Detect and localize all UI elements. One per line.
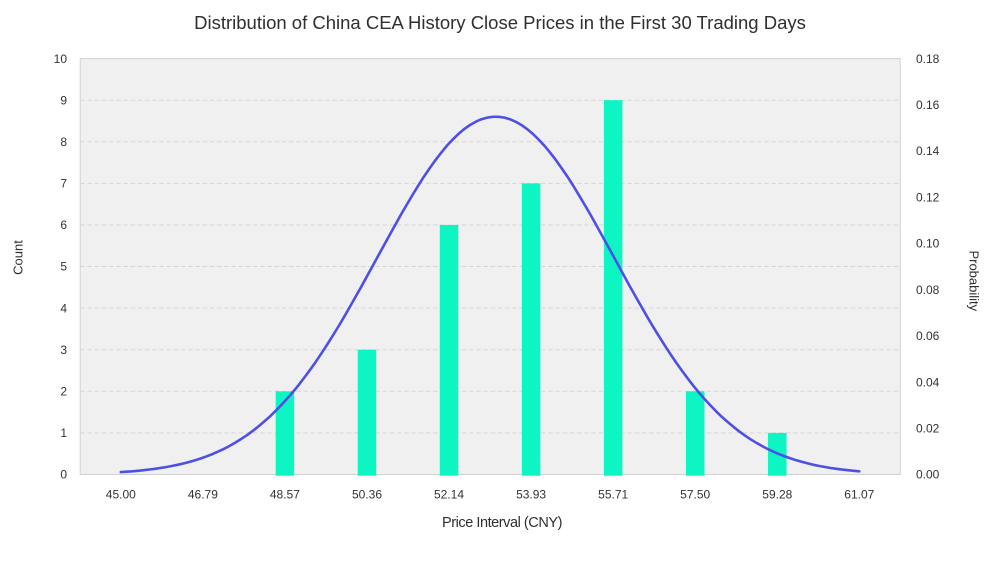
svg-text:8: 8 [60, 135, 67, 149]
svg-text:Distribution of China CEA Hist: Distribution of China CEA History Close … [194, 12, 806, 33]
svg-text:0.18: 0.18 [916, 52, 940, 66]
svg-text:59.28: 59.28 [762, 488, 792, 502]
svg-text:0.06: 0.06 [916, 329, 940, 343]
svg-text:0: 0 [60, 468, 67, 482]
svg-text:2: 2 [60, 385, 67, 399]
svg-text:7: 7 [60, 177, 67, 191]
svg-text:4: 4 [60, 301, 67, 315]
svg-text:52.14: 52.14 [434, 488, 464, 502]
svg-text:61.07: 61.07 [844, 488, 874, 502]
svg-text:45.00: 45.00 [106, 488, 136, 502]
svg-text:Probability: Probability [967, 250, 982, 311]
svg-text:0.00: 0.00 [916, 468, 940, 482]
svg-text:0.10: 0.10 [916, 237, 940, 251]
svg-text:50.36: 50.36 [352, 488, 382, 502]
svg-text:57.50: 57.50 [680, 488, 710, 502]
svg-text:46.79: 46.79 [188, 488, 218, 502]
svg-text:Count: Count [11, 240, 26, 275]
svg-text:0.02: 0.02 [916, 422, 940, 436]
svg-text:6: 6 [60, 218, 67, 232]
svg-text:Price Interval (CNY): Price Interval (CNY) [442, 515, 562, 531]
svg-text:55.71: 55.71 [598, 488, 628, 502]
svg-text:5: 5 [60, 260, 67, 274]
svg-text:0.04: 0.04 [916, 375, 940, 389]
svg-text:53.93: 53.93 [516, 488, 546, 502]
svg-text:10: 10 [54, 52, 68, 66]
svg-text:0.08: 0.08 [916, 283, 940, 297]
svg-text:0.14: 0.14 [916, 144, 940, 158]
svg-text:0.12: 0.12 [916, 190, 940, 204]
svg-text:48.57: 48.57 [270, 488, 300, 502]
svg-text:3: 3 [60, 343, 67, 357]
svg-text:1: 1 [60, 426, 67, 440]
svg-text:0.16: 0.16 [916, 98, 940, 112]
svg-text:9: 9 [60, 93, 67, 107]
